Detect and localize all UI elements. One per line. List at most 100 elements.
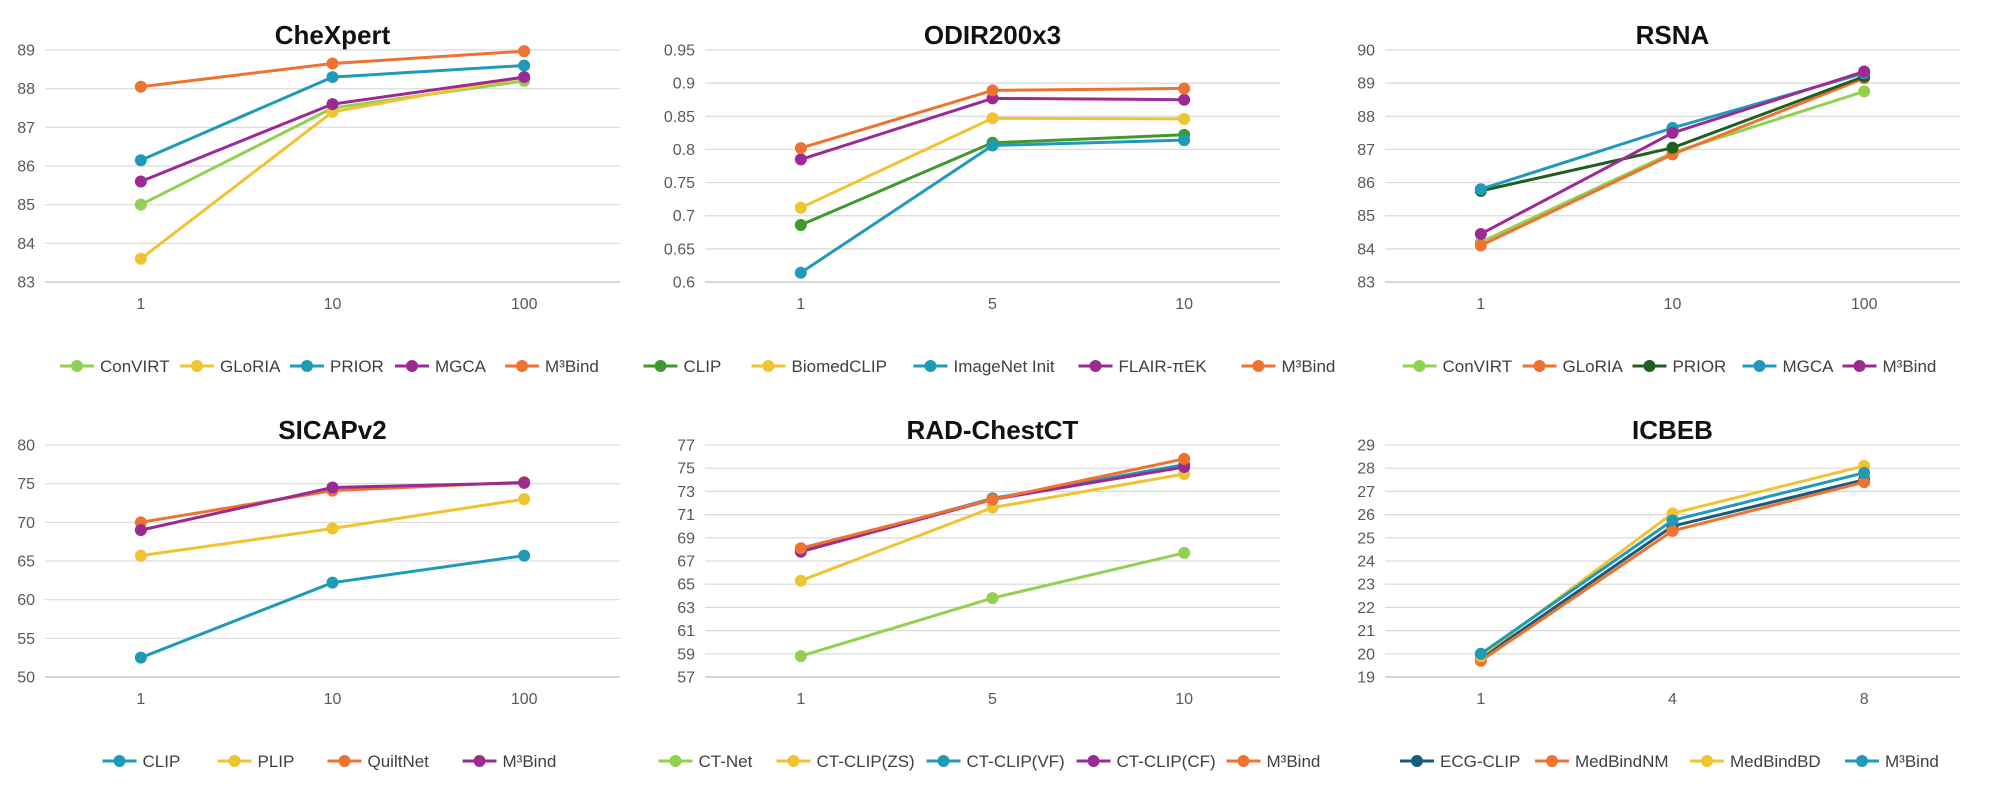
x-tick-label: 1 — [136, 296, 145, 313]
legend-item-gloria: GLoRIA — [1522, 357, 1624, 376]
y-tick-label: 25 — [1357, 530, 1375, 547]
data-point-prior — [134, 154, 147, 167]
series-line-imagenet-init — [799, 138, 1186, 275]
series-m-bind — [134, 476, 531, 537]
series-m-bind — [794, 452, 1191, 555]
legend-label: PLIP — [258, 752, 295, 771]
legend-label: CLIP — [684, 357, 722, 376]
legend-item-prior: PRIOR — [1632, 357, 1727, 376]
legend-marker-swatch — [1856, 755, 1868, 767]
legend-marker-swatch — [1546, 755, 1558, 767]
chart-panel-odir200x3: ODIR200x3 0.6 0.65 0.7 0.75 0.8 0.85 0.9 0.95 1 5 1… — [643, 0, 1335, 390]
series-line-ct-net — [799, 551, 1186, 658]
legend: CLIP PLIP QuiltNet M³Bind — [102, 752, 557, 771]
legend-item-medbindbd: MedBindBD — [1690, 752, 1821, 771]
series-ct-clip-zs — [794, 468, 1191, 587]
y-tick-label: 67 — [677, 554, 695, 571]
legend: ConVIRT GLoRIA PRIOR MGCA M³Bind — [60, 357, 599, 376]
data-point-prior — [326, 71, 339, 84]
data-point-ct-net — [986, 592, 999, 605]
legend-label: M³Bind — [503, 752, 557, 771]
chart-icbeb: ICBEB 19 20 21 22 23 24 25 26 27 28 29 1 4 8 ECG-CLIP Me… — [1357, 415, 1960, 771]
y-tick-label: 87 — [17, 120, 35, 137]
legend-marker-swatch — [1413, 360, 1426, 372]
y-tick-label: 0.8 — [673, 142, 695, 159]
series-mgca — [134, 71, 531, 188]
y-tick-label: 28 — [1357, 461, 1375, 478]
legend-marker-swatch — [228, 755, 241, 767]
legend-label: MGCA — [1783, 357, 1835, 376]
legend-marker-swatch — [1252, 360, 1265, 372]
x-tick-label: 10 — [1175, 691, 1193, 708]
chart-title: RAD-ChestCT — [907, 415, 1079, 445]
data-point-m-bind — [1178, 82, 1191, 95]
x-tick-label: 10 — [1175, 296, 1193, 313]
series-clip — [134, 549, 531, 664]
chart-panel-rsna: RSNA 83 84 85 86 87 88 89 90 1 10 100 ConVIRT GLoRIA P… — [1340, 0, 1999, 390]
legend-label: PRIOR — [1673, 357, 1727, 376]
legend-label: CT-CLIP(CF) — [1117, 752, 1216, 771]
y-tick-label: 88 — [1357, 109, 1375, 126]
data-point-m-bind — [326, 57, 339, 70]
data-point-clip — [518, 549, 531, 562]
series-m-bind — [794, 82, 1191, 155]
legend-item-ecg-clip: ECG-CLIP — [1400, 752, 1520, 771]
chart-rad-chestct: RAD-ChestCT 57 59 61 63 65 67 69 71 73 75 77 1 5 10 CT-… — [658, 415, 1320, 771]
legend-label: GLoRIA — [220, 357, 281, 376]
legend-label: BiomedCLIP — [792, 357, 887, 376]
legend-item-flair-ek: FLAIR-πEK — [1078, 357, 1207, 376]
legend-item-gloria: GLoRIA — [180, 357, 281, 376]
legend-label: MedBindBD — [1730, 752, 1821, 771]
legend-label: M³Bind — [1885, 752, 1939, 771]
legend-marker-swatch — [1087, 755, 1100, 767]
x-tick-label: 1 — [796, 691, 805, 708]
data-point-m-bind — [1666, 126, 1679, 139]
x-tick-label: 10 — [324, 296, 342, 313]
data-point-imagenet-init — [794, 266, 807, 279]
data-point-m-bind — [518, 476, 531, 489]
data-point-gloria — [134, 252, 147, 265]
legend: ConVIRT GLoRIA PRIOR MGCA M³Bind — [1402, 357, 1936, 376]
data-point-m-bind — [986, 84, 999, 97]
y-tick-label: 0.9 — [673, 76, 695, 93]
legend-label: MGCA — [435, 357, 487, 376]
data-point-m-bind — [134, 80, 147, 93]
y-tick-label: 75 — [677, 461, 695, 478]
legend-item-mgca: MGCA — [1742, 357, 1835, 376]
y-tick-label: 23 — [1357, 577, 1375, 594]
y-tick-label: 55 — [17, 631, 35, 648]
y-tick-label: 0.75 — [664, 175, 695, 192]
series-m-bind — [1474, 466, 1871, 660]
legend-marker-swatch — [1089, 360, 1102, 372]
legend-label: ConVIRT — [1443, 357, 1513, 376]
x-tick-label: 100 — [1851, 296, 1878, 313]
y-tick-label: 77 — [677, 438, 695, 455]
y-tick-label: 85 — [1357, 208, 1375, 225]
data-point-convirt — [1858, 85, 1871, 98]
legend-item-m-bind: M³Bind — [1845, 752, 1939, 771]
legend-label: QuiltNet — [368, 752, 430, 771]
data-point-mgca — [134, 175, 147, 188]
y-tick-label: 84 — [1357, 241, 1375, 258]
y-tick-label: 75 — [17, 476, 35, 493]
y-tick-label: 50 — [17, 670, 35, 687]
legend-item-plip: PLIP — [217, 752, 295, 771]
data-point-clip — [326, 576, 339, 589]
y-tick-label: 84 — [17, 236, 35, 253]
x-tick-label: 10 — [324, 691, 342, 708]
series-ecg-clip — [1474, 473, 1871, 665]
data-point-flair-ek — [794, 153, 807, 166]
data-point-clip — [134, 651, 147, 664]
chart-title: ICBEB — [1632, 415, 1713, 445]
legend-marker-swatch — [71, 360, 83, 372]
legend-item-convirt: ConVIRT — [1402, 357, 1513, 376]
legend-label: MedBindNM — [1575, 752, 1669, 771]
legend-item-ct-clip-vf: CT-CLIP(VF) — [926, 752, 1065, 771]
legend-label: M³Bind — [545, 357, 599, 376]
y-tick-label: 63 — [677, 600, 695, 617]
data-point-ct-net — [1178, 546, 1191, 559]
x-tick-label: 5 — [988, 691, 997, 708]
data-point-imagenet-init — [986, 139, 999, 152]
y-tick-label: 73 — [677, 484, 695, 501]
legend-item-m-bind: M³Bind — [1241, 357, 1335, 376]
